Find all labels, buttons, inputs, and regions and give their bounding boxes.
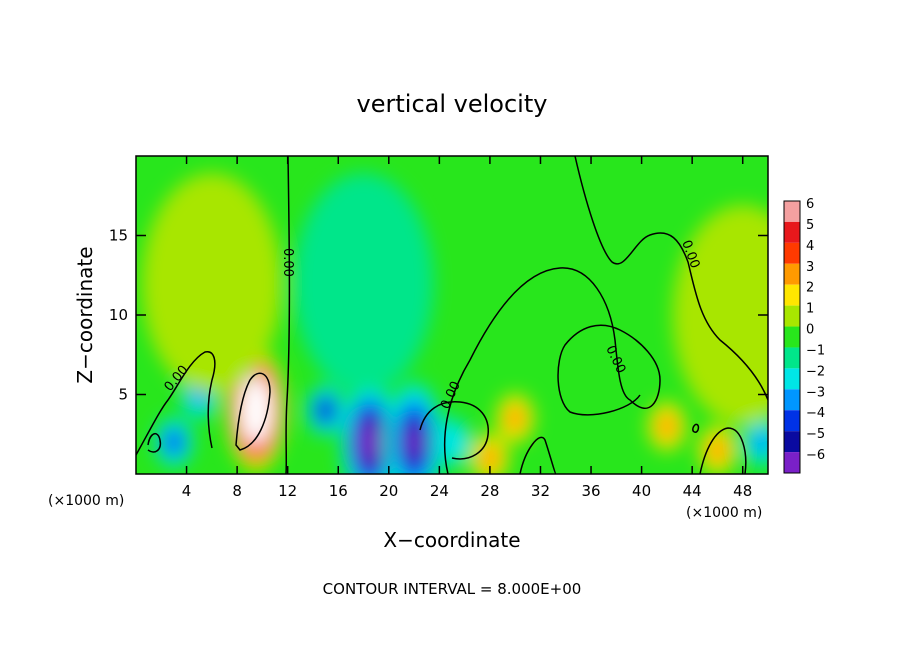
zero-contour-line [147,433,162,453]
zero-contours [136,156,768,474]
y-tick-label: 10 [109,306,128,324]
colorbar-label: 3 [806,260,814,275]
x-tick-label: 40 [632,482,651,500]
y-axis-label: Z−coordinate [73,246,97,383]
y-tick-label: 5 [118,386,128,404]
zero-contour-line [692,423,700,433]
colorbar-swatch [784,221,800,243]
plot-area: 0.00 0.00 0.00 0.00 0.00 4 8 12 16 20 24 28 32 3… [109,155,769,500]
field-cell [319,402,332,418]
x-axis: 4 8 12 16 20 24 28 32 36 40 44 48 [182,156,752,500]
colorbar-label: 0 [806,323,814,338]
colorbar: 6 5 4 3 2 1 0 −1 −2 −3 −4 −5 −6 [783,197,825,474]
field-cell [166,433,181,452]
velocity-field [141,173,768,474]
field-cell [252,402,261,419]
colorbar-label: 6 [806,197,814,212]
x-tick-label: 8 [232,482,242,500]
contour-label: 0.00 [280,248,295,277]
x-tick-label: 44 [683,482,702,500]
x-units-left: (×1000 m) [48,493,124,509]
field-cell [443,430,461,454]
colorbar-label: −1 [806,343,825,358]
x-tick-label: 4 [182,482,192,500]
x-tick-label: 36 [581,482,600,500]
field-cell [406,427,422,458]
colorbar-swatch [784,347,800,369]
x-tick-label: 24 [430,482,449,500]
zero-contour-line [235,372,271,451]
colorbar-label: 5 [806,218,814,233]
colorbar-label: −4 [806,406,825,421]
colorbar-swatch [784,431,800,453]
colorbar-swatch [784,263,800,285]
x-tick-label: 12 [278,482,297,500]
field-cell [752,430,768,454]
colorbar-swatch [784,389,800,411]
colorbar-label: −3 [806,385,825,400]
colorbar-label: −6 [806,448,825,463]
colorbar-swatch [784,242,800,264]
field-cell [320,215,407,351]
x-units-right: (×1000 m) [686,505,762,521]
colorbar-swatch [784,326,800,348]
contour-interval-footer: CONTOUR INTERVAL = 8.000E+00 [323,580,582,598]
colorbar-swatch [784,452,800,473]
zero-contour-line [574,156,768,401]
field-cell [506,406,525,430]
colorbar-swatch [784,305,800,327]
colorbar-swatch [784,201,800,222]
field-fill [141,173,768,474]
y-tick-label: 15 [109,227,128,245]
colorbar-frame [783,200,801,474]
colorbar-swatch [784,410,800,432]
colorbar-label: 1 [806,302,814,317]
chart-title: vertical velocity [357,90,548,118]
zero-contour-line [285,156,291,474]
field-cell [363,429,377,456]
colorbar-label: −2 [806,364,825,379]
field-cell [141,173,282,394]
zero-contour-line [443,267,661,474]
x-tick-label: 20 [379,482,398,500]
x-tick-label: 48 [733,482,752,500]
x-tick-label: 28 [480,482,499,500]
zero-contour-line [419,401,489,460]
field-cell [481,446,499,470]
y-axis: 5 10 15 [109,227,768,404]
zero-contour-line [699,427,747,474]
colorbar-swatch [784,284,800,306]
field-cell [699,247,768,383]
zero-contour-line [136,351,216,456]
colorbar-label: 2 [806,281,814,296]
colorbar-label: −5 [806,427,825,442]
x-tick-label: 16 [329,482,348,500]
zero-contour-line [519,436,557,474]
colorbar-label: 4 [806,239,814,254]
field-cell [657,414,676,438]
field-cell [708,438,727,462]
colorbar-swatch [784,368,800,390]
x-tick-label: 32 [531,482,550,500]
x-axis-label: X−coordinate [383,528,520,552]
